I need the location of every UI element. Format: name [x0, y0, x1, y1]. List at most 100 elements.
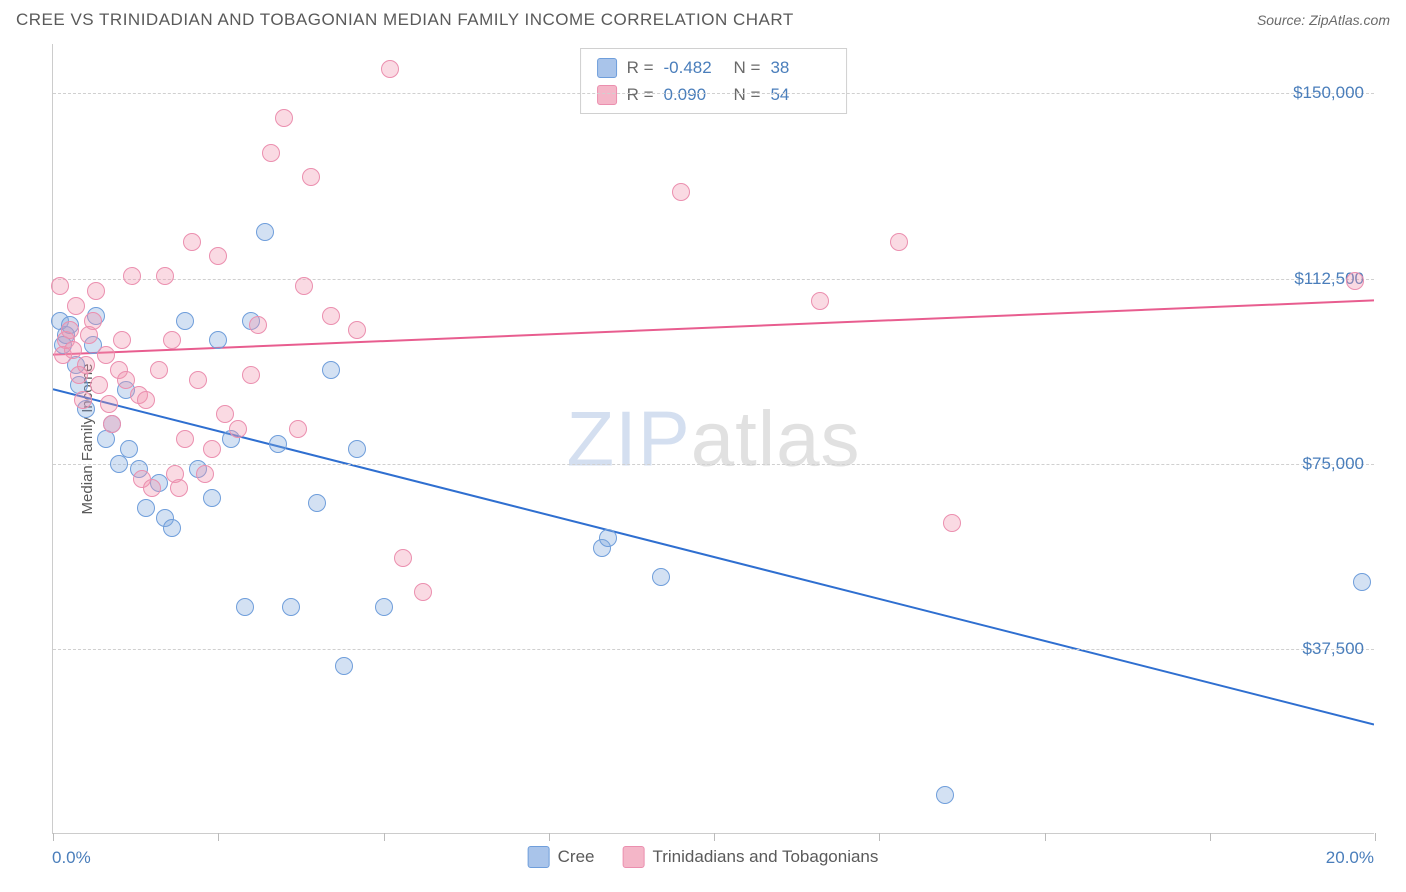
- gridline-h: [53, 464, 1374, 465]
- scatter-point: [113, 331, 131, 349]
- scatter-point: [375, 598, 393, 616]
- scatter-point: [414, 583, 432, 601]
- scatter-point: [302, 168, 320, 186]
- scatter-point: [348, 321, 366, 339]
- scatter-point: [170, 479, 188, 497]
- legend: Cree Trinidadians and Tobagonians: [528, 846, 879, 868]
- scatter-point: [74, 391, 92, 409]
- watermark: ZIPatlas: [566, 393, 860, 484]
- scatter-point: [249, 316, 267, 334]
- scatter-point: [216, 405, 234, 423]
- scatter-point: [61, 321, 79, 339]
- legend-label: Trinidadians and Tobagonians: [652, 847, 878, 867]
- scatter-point: [143, 479, 161, 497]
- watermark-atlas: atlas: [691, 394, 861, 482]
- gridline-h: [53, 93, 1374, 94]
- scatter-point: [652, 568, 670, 586]
- x-tick: [1045, 833, 1046, 841]
- scatter-point: [890, 233, 908, 251]
- scatter-point: [51, 277, 69, 295]
- scatter-point: [123, 267, 141, 285]
- scatter-point: [811, 292, 829, 310]
- scatter-point: [203, 440, 221, 458]
- legend-item: Cree: [528, 846, 595, 868]
- scatter-point: [236, 598, 254, 616]
- scatter-point: [348, 440, 366, 458]
- scatter-point: [196, 465, 214, 483]
- scatter-point: [176, 430, 194, 448]
- scatter-point: [120, 440, 138, 458]
- scatter-point: [936, 786, 954, 804]
- scatter-point: [64, 341, 82, 359]
- legend-swatch: [528, 846, 550, 868]
- source-attribution: Source: ZipAtlas.com: [1257, 12, 1390, 28]
- scatter-point: [262, 144, 280, 162]
- regression-line: [53, 389, 1374, 724]
- scatter-point: [394, 549, 412, 567]
- scatter-point: [84, 312, 102, 330]
- x-tick: [384, 833, 385, 841]
- scatter-point: [308, 494, 326, 512]
- scatter-point: [67, 297, 85, 315]
- stats-r-label: R =: [627, 54, 654, 81]
- scatter-point: [322, 307, 340, 325]
- x-tick-first: 0.0%: [52, 848, 91, 868]
- stats-r-value: -0.482: [664, 54, 724, 81]
- scatter-point: [256, 223, 274, 241]
- stats-n-value: 38: [770, 54, 830, 81]
- scatter-point: [156, 267, 174, 285]
- scatter-point: [163, 519, 181, 537]
- scatter-point: [599, 529, 617, 547]
- scatter-point: [289, 420, 307, 438]
- scatter-point: [282, 598, 300, 616]
- scatter-point: [275, 109, 293, 127]
- y-tick-label: $37,500: [1303, 639, 1364, 659]
- scatter-point: [381, 60, 399, 78]
- legend-swatch: [622, 846, 644, 868]
- scatter-point: [269, 435, 287, 453]
- scatter-point: [295, 277, 313, 295]
- x-tick: [714, 833, 715, 841]
- scatter-point: [209, 331, 227, 349]
- scatter-point: [117, 371, 135, 389]
- scatter-point: [229, 420, 247, 438]
- scatter-point: [100, 395, 118, 413]
- chart-container: Median Family Income ZIPatlas R =-0.482N…: [16, 44, 1390, 834]
- y-tick-label: $75,000: [1303, 454, 1364, 474]
- scatter-point: [672, 183, 690, 201]
- scatter-point: [209, 247, 227, 265]
- gridline-h: [53, 279, 1374, 280]
- scatter-point: [335, 657, 353, 675]
- scatter-point: [163, 331, 181, 349]
- scatter-point: [176, 312, 194, 330]
- scatter-point: [1346, 272, 1364, 290]
- header: CREE VS TRINIDADIAN AND TOBAGONIAN MEDIA…: [0, 0, 1406, 36]
- legend-swatch: [597, 85, 617, 105]
- stats-n-label: N =: [734, 54, 761, 81]
- scatter-point: [90, 376, 108, 394]
- stats-box: R =-0.482N =38R =0.090N =54: [580, 48, 848, 114]
- legend-item: Trinidadians and Tobagonians: [622, 846, 878, 868]
- x-tick-last: 20.0%: [1326, 848, 1374, 868]
- chart-title: CREE VS TRINIDADIAN AND TOBAGONIAN MEDIA…: [16, 10, 794, 30]
- x-tick: [1375, 833, 1376, 841]
- x-tick: [1210, 833, 1211, 841]
- x-tick: [218, 833, 219, 841]
- scatter-point: [77, 356, 95, 374]
- scatter-point: [137, 391, 155, 409]
- stats-n-label: N =: [734, 81, 761, 108]
- y-tick-label: $150,000: [1293, 83, 1364, 103]
- scatter-point: [97, 346, 115, 364]
- stats-r-value: 0.090: [664, 81, 724, 108]
- legend-swatch: [597, 58, 617, 78]
- scatter-point: [183, 233, 201, 251]
- stats-r-label: R =: [627, 81, 654, 108]
- watermark-zip: ZIP: [566, 394, 690, 482]
- scatter-point: [943, 514, 961, 532]
- scatter-point: [203, 489, 221, 507]
- scatter-point: [242, 366, 260, 384]
- legend-label: Cree: [558, 847, 595, 867]
- stats-row: R =0.090N =54: [597, 81, 831, 108]
- scatter-point: [1353, 573, 1371, 591]
- scatter-point: [103, 415, 121, 433]
